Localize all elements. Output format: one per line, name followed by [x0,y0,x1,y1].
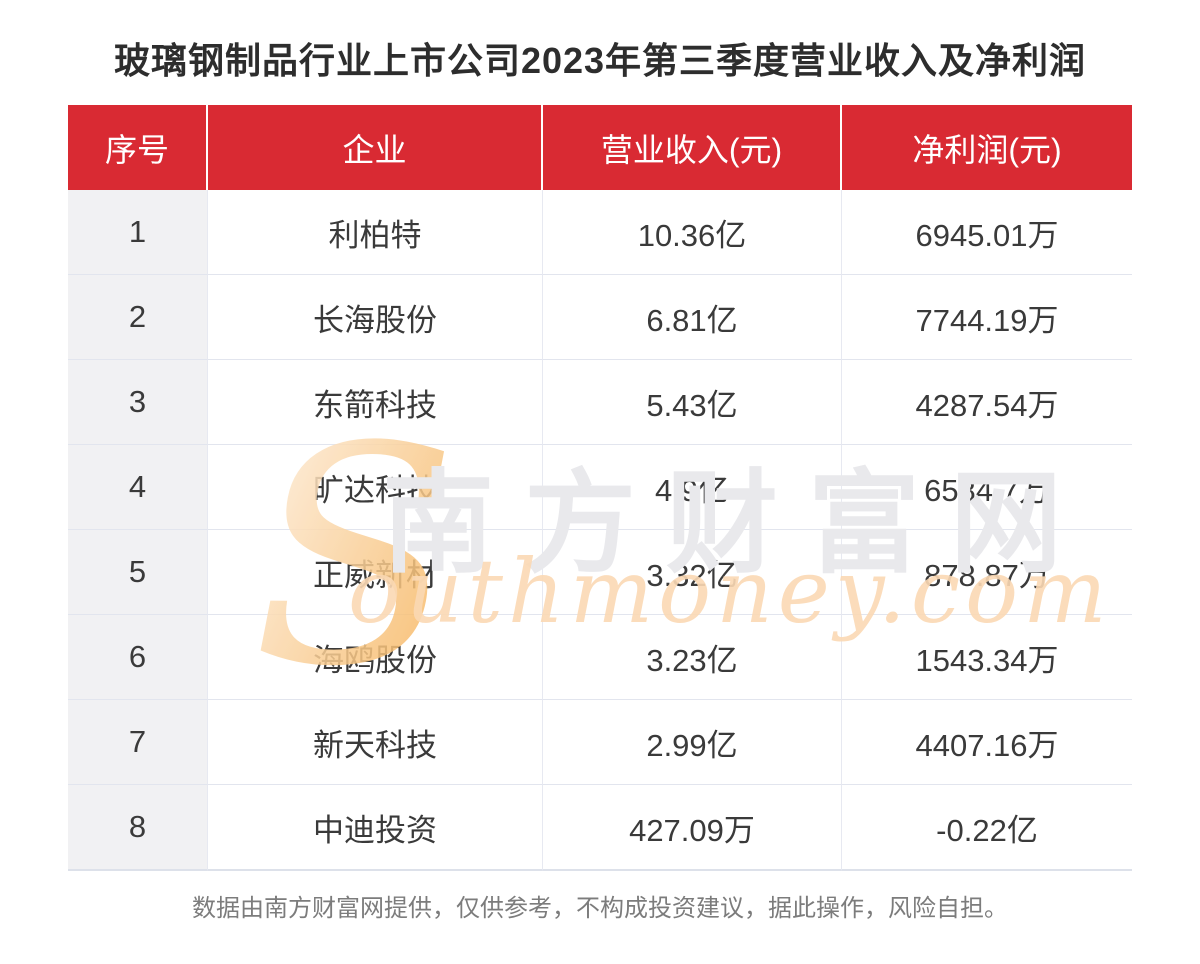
cell-revenue: 10.36亿 [543,190,842,275]
cell-profit: 6584.7万 [842,445,1132,530]
cell-index: 8 [68,785,208,871]
cell-revenue: 4.9亿 [543,445,842,530]
cell-profit: 878.87万 [842,530,1132,615]
cell-profit: 1543.34万 [842,615,1132,700]
table-body: 1 利柏特 10.36亿 6945.01万 2 长海股份 6.81亿 7744.19万 3 东箭科… [68,190,1132,871]
disclaimer-text: 数据由南方财富网提供，仅供参考，不构成投资建议，据此操作，风险自担。 [192,895,1008,922]
table-row: 7 新天科技 2.99亿 4407.16万 [68,700,1132,785]
header-row: 序号 企业 营业收入(元) 净利润(元) [68,105,1132,190]
table-row: 2 长海股份 6.81亿 7744.19万 [68,275,1132,360]
table-row: 1 利柏特 10.36亿 6945.01万 [68,190,1132,275]
cell-index: 3 [68,360,208,445]
cell-revenue: 3.32亿 [543,530,842,615]
cell-profit: 6945.01万 [842,190,1132,275]
column-header-index: 序号 [68,105,208,190]
cell-company: 中迪投资 [208,785,543,871]
cell-company: 长海股份 [208,275,543,360]
table-row: 4 旷达科技 4.9亿 6584.7万 [68,445,1132,530]
cell-company: 东箭科技 [208,360,543,445]
data-table: 序号 企业 营业收入(元) 净利润(元) 1 利柏特 10.36亿 6945.01万 2… [68,105,1132,871]
cell-index: 6 [68,615,208,700]
cell-revenue: 6.81亿 [543,275,842,360]
cell-revenue: 427.09万 [543,785,842,871]
cell-index: 7 [68,700,208,785]
table-row: 6 海鸥股份 3.23亿 1543.34万 [68,615,1132,700]
cell-company: 旷达科技 [208,445,543,530]
cell-company: 利柏特 [208,190,543,275]
cell-revenue: 3.23亿 [543,615,842,700]
cell-revenue: 2.99亿 [543,700,842,785]
cell-profit: 4407.16万 [842,700,1132,785]
cell-index: 5 [68,530,208,615]
cell-revenue: 5.43亿 [543,360,842,445]
table-row: 8 中迪投资 427.09万 -0.22亿 [68,785,1132,871]
cell-index: 4 [68,445,208,530]
cell-index: 1 [68,190,208,275]
table-row: 5 正威新材 3.32亿 878.87万 [68,530,1132,615]
table-container: 序号 企业 营业收入(元) 净利润(元) 1 利柏特 10.36亿 6945.01万 2… [68,105,1132,871]
cell-company: 正威新材 [208,530,543,615]
table-row: 3 东箭科技 5.43亿 4287.54万 [68,360,1132,445]
table-header: 序号 企业 营业收入(元) 净利润(元) [68,105,1132,190]
cell-company: 新天科技 [208,700,543,785]
column-header-profit: 净利润(元) [842,105,1132,190]
column-header-company: 企业 [208,105,543,190]
page-title: 玻璃钢制品行业上市公司2023年第三季度营业收入及净利润 [113,40,1087,81]
cell-profit: -0.22亿 [842,785,1132,871]
cell-company: 海鸥股份 [208,615,543,700]
cell-profit: 7744.19万 [842,275,1132,360]
column-header-revenue: 营业收入(元) [543,105,842,190]
cell-index: 2 [68,275,208,360]
cell-profit: 4287.54万 [842,360,1132,445]
